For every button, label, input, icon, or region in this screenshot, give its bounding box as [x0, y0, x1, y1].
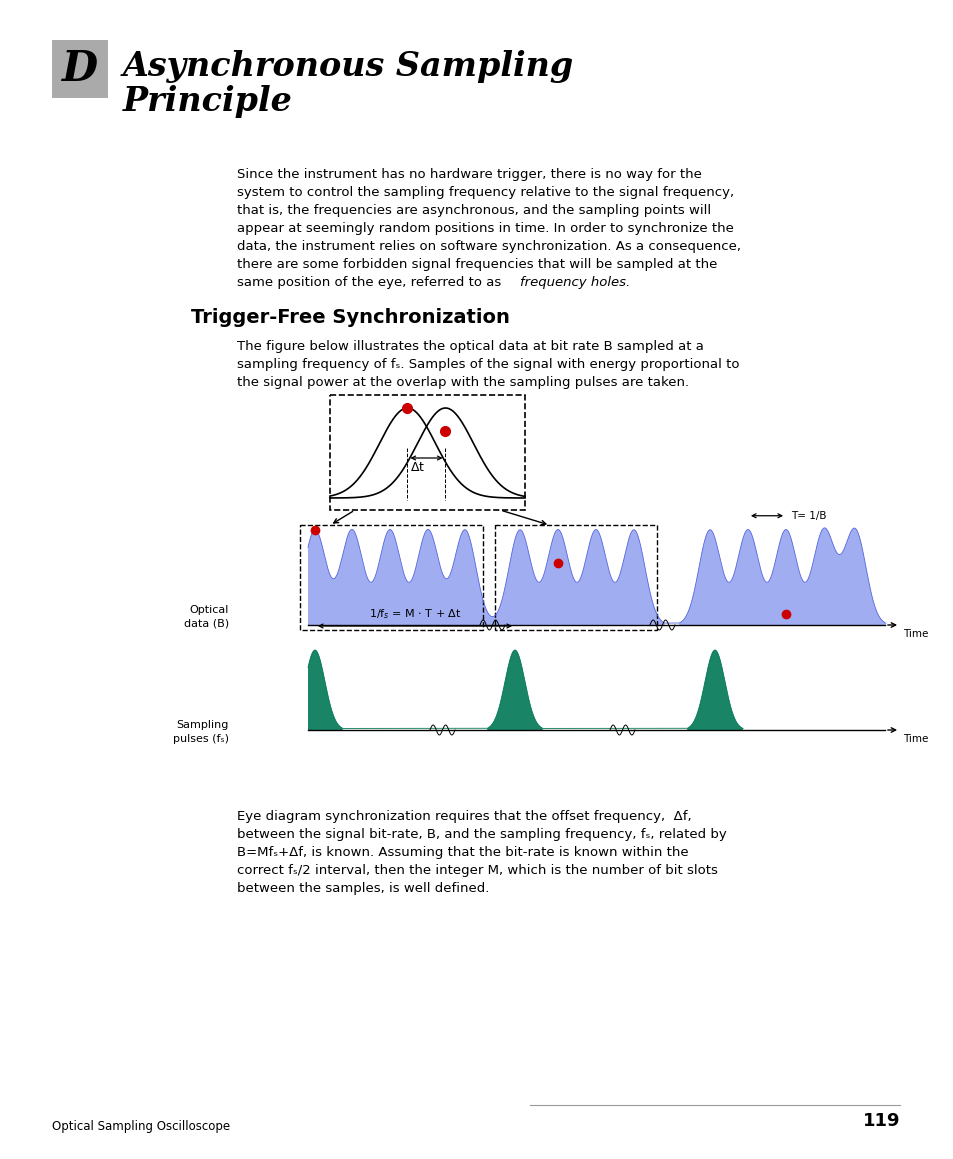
Text: Asynchronous Sampling: Asynchronous Sampling	[123, 50, 574, 83]
Text: appear at seemingly random positions in time. In order to synchronize the: appear at seemingly random positions in …	[236, 223, 733, 235]
Bar	[330, 395, 524, 510]
Text: Time: Time	[902, 629, 927, 639]
Text: that is, the frequencies are asynchronous, and the sampling points will: that is, the frequencies are asynchronou…	[236, 204, 710, 217]
Text: 119: 119	[862, 1111, 899, 1130]
Text: Trigger-Free Synchronization: Trigger-Free Synchronization	[191, 308, 509, 327]
Bar	[495, 525, 657, 629]
Text: data (B): data (B)	[184, 619, 229, 629]
Text: same position of the eye, referred to as: same position of the eye, referred to as	[236, 276, 505, 289]
Text: Sampling: Sampling	[176, 720, 229, 730]
Text: between the samples, is well defined.: between the samples, is well defined.	[236, 882, 489, 895]
Text: pulses (fₛ): pulses (fₛ)	[172, 734, 229, 744]
Text: data, the instrument relies on software synchronization. As a consequence,: data, the instrument relies on software …	[236, 240, 740, 253]
Text: Time: Time	[902, 734, 927, 744]
Text: frequency holes.: frequency holes.	[519, 276, 630, 289]
Text: T= 1/B: T= 1/B	[790, 511, 825, 520]
Text: there are some forbidden signal frequencies that will be sampled at the: there are some forbidden signal frequenc…	[236, 258, 717, 271]
Text: 1/f$_s$ = M $\cdot$ T + $\Delta$t: 1/f$_s$ = M $\cdot$ T + $\Delta$t	[368, 607, 461, 621]
Text: Eye diagram synchronization requires that the offset frequency,  Δf,: Eye diagram synchronization requires tha…	[236, 810, 691, 823]
Text: Optical Sampling Oscilloscope: Optical Sampling Oscilloscope	[52, 1120, 230, 1134]
Text: Since the instrument has no hardware trigger, there is no way for the: Since the instrument has no hardware tri…	[236, 168, 701, 181]
Text: Principle: Principle	[123, 85, 293, 118]
Text: correct fₛ/2 interval, then the integer M, which is the number of bit slots: correct fₛ/2 interval, then the integer …	[236, 863, 717, 877]
Text: B=Mfₛ+Δf, is known. Assuming that the bit-rate is known within the: B=Mfₛ+Δf, is known. Assuming that the bi…	[236, 846, 688, 859]
Text: system to control the sampling frequency relative to the signal frequency,: system to control the sampling frequency…	[236, 185, 734, 199]
Text: $\Delta$t: $\Delta$t	[410, 461, 425, 474]
Text: D: D	[62, 48, 98, 90]
Bar	[52, 41, 108, 99]
Text: The figure below illustrates the optical data at bit rate B sampled at a: The figure below illustrates the optical…	[236, 340, 703, 353]
Text: the signal power at the overlap with the sampling pulses are taken.: the signal power at the overlap with the…	[236, 376, 688, 389]
Bar	[299, 525, 482, 629]
Text: between the signal bit-rate, B, and the sampling frequency, fₛ, related by: between the signal bit-rate, B, and the …	[236, 828, 726, 841]
Text: sampling frequency of fₛ. Samples of the signal with energy proportional to: sampling frequency of fₛ. Samples of the…	[236, 358, 739, 371]
Text: Optical: Optical	[190, 605, 229, 615]
